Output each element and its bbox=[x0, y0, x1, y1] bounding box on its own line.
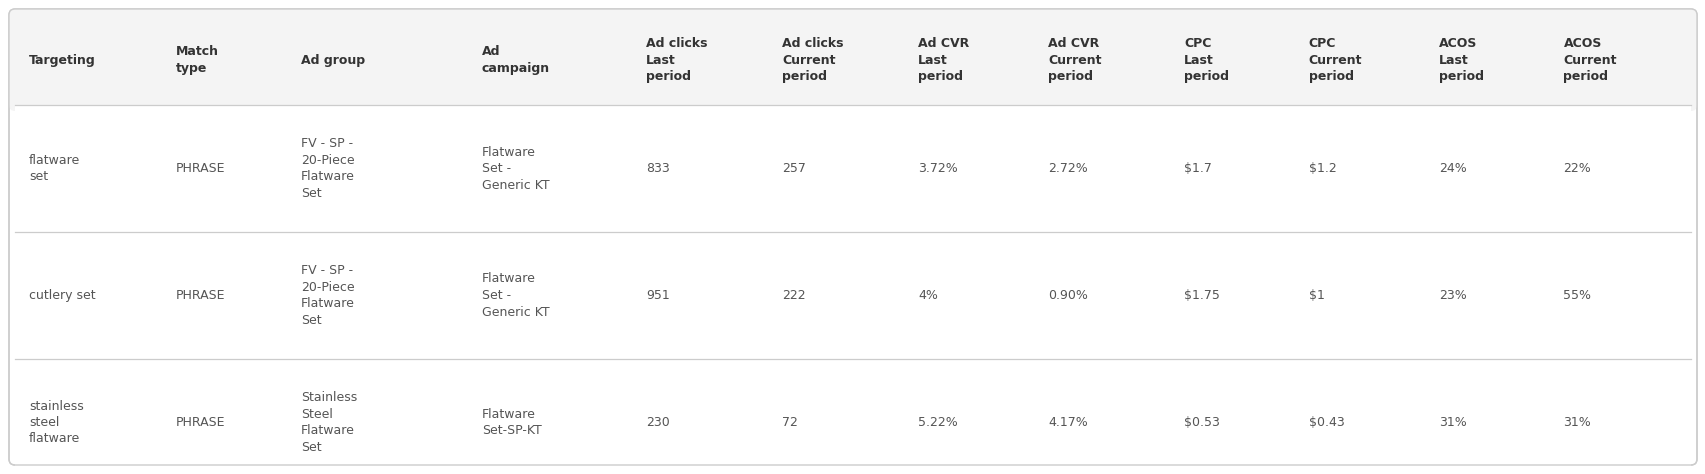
Text: Flatware
Set -
Generic KT: Flatware Set - Generic KT bbox=[483, 273, 549, 319]
Text: $1.2: $1.2 bbox=[1308, 162, 1335, 175]
Text: Targeting: Targeting bbox=[29, 54, 95, 66]
Text: 55%: 55% bbox=[1562, 289, 1591, 302]
FancyBboxPatch shape bbox=[9, 9, 1696, 111]
Text: PHRASE: PHRASE bbox=[176, 162, 225, 175]
Text: Ad CVR
Current
period: Ad CVR Current period bbox=[1047, 37, 1101, 83]
Text: 230: 230 bbox=[646, 416, 670, 429]
Text: FV - SP -
20-Piece
Flatware
Set: FV - SP - 20-Piece Flatware Set bbox=[300, 137, 355, 200]
Text: Flatware
Set -
Generic KT: Flatware Set - Generic KT bbox=[483, 146, 549, 191]
Text: 5.22%: 5.22% bbox=[917, 416, 957, 429]
Text: 4.17%: 4.17% bbox=[1047, 416, 1088, 429]
Bar bbox=[15, 105, 1690, 232]
Text: Ad group: Ad group bbox=[300, 54, 365, 66]
Bar bbox=[15, 60, 1690, 105]
Text: cutlery set: cutlery set bbox=[29, 289, 95, 302]
FancyBboxPatch shape bbox=[9, 9, 1696, 465]
Text: $1.75: $1.75 bbox=[1183, 289, 1219, 302]
Text: 4%: 4% bbox=[917, 289, 938, 302]
Text: ACOS
Current
period: ACOS Current period bbox=[1562, 37, 1616, 83]
Text: flatware
set: flatware set bbox=[29, 154, 80, 183]
Text: PHRASE: PHRASE bbox=[176, 416, 225, 429]
Text: 22%: 22% bbox=[1562, 162, 1591, 175]
Text: $0.53: $0.53 bbox=[1183, 416, 1219, 429]
Text: 257: 257 bbox=[781, 162, 805, 175]
Bar bbox=[15, 232, 1690, 359]
Text: 222: 222 bbox=[781, 289, 805, 302]
Text: Stainless
Steel
Flatware
Set: Stainless Steel Flatware Set bbox=[300, 391, 356, 454]
Text: CPC
Last
period: CPC Last period bbox=[1183, 37, 1228, 83]
Text: 72: 72 bbox=[781, 416, 798, 429]
Text: ACOS
Last
period: ACOS Last period bbox=[1437, 37, 1483, 83]
Text: 2.72%: 2.72% bbox=[1047, 162, 1088, 175]
Text: PHRASE: PHRASE bbox=[176, 289, 225, 302]
Text: 951: 951 bbox=[646, 289, 670, 302]
Text: FV - SP -
20-Piece
Flatware
Set: FV - SP - 20-Piece Flatware Set bbox=[300, 264, 355, 327]
Text: 24%: 24% bbox=[1437, 162, 1466, 175]
Text: $1.7: $1.7 bbox=[1183, 162, 1211, 175]
Bar bbox=[15, 359, 1690, 474]
Text: Match
type: Match type bbox=[176, 45, 218, 75]
Text: $0.43: $0.43 bbox=[1308, 416, 1344, 429]
Text: 23%: 23% bbox=[1437, 289, 1466, 302]
Text: $1: $1 bbox=[1308, 289, 1323, 302]
Text: stainless
steel
flatware: stainless steel flatware bbox=[29, 400, 84, 446]
Text: 3.72%: 3.72% bbox=[917, 162, 957, 175]
Text: CPC
Current
period: CPC Current period bbox=[1308, 37, 1361, 83]
Text: 833: 833 bbox=[646, 162, 670, 175]
Text: Ad CVR
Last
period: Ad CVR Last period bbox=[917, 37, 968, 83]
Text: Flatware
Set-SP-KT: Flatware Set-SP-KT bbox=[483, 408, 542, 437]
Text: Ad clicks
Last
period: Ad clicks Last period bbox=[646, 37, 708, 83]
Text: 31%: 31% bbox=[1562, 416, 1591, 429]
Text: 31%: 31% bbox=[1437, 416, 1466, 429]
Text: 0.90%: 0.90% bbox=[1047, 289, 1088, 302]
Text: Ad
campaign: Ad campaign bbox=[483, 45, 549, 75]
Text: Ad clicks
Current
period: Ad clicks Current period bbox=[781, 37, 842, 83]
